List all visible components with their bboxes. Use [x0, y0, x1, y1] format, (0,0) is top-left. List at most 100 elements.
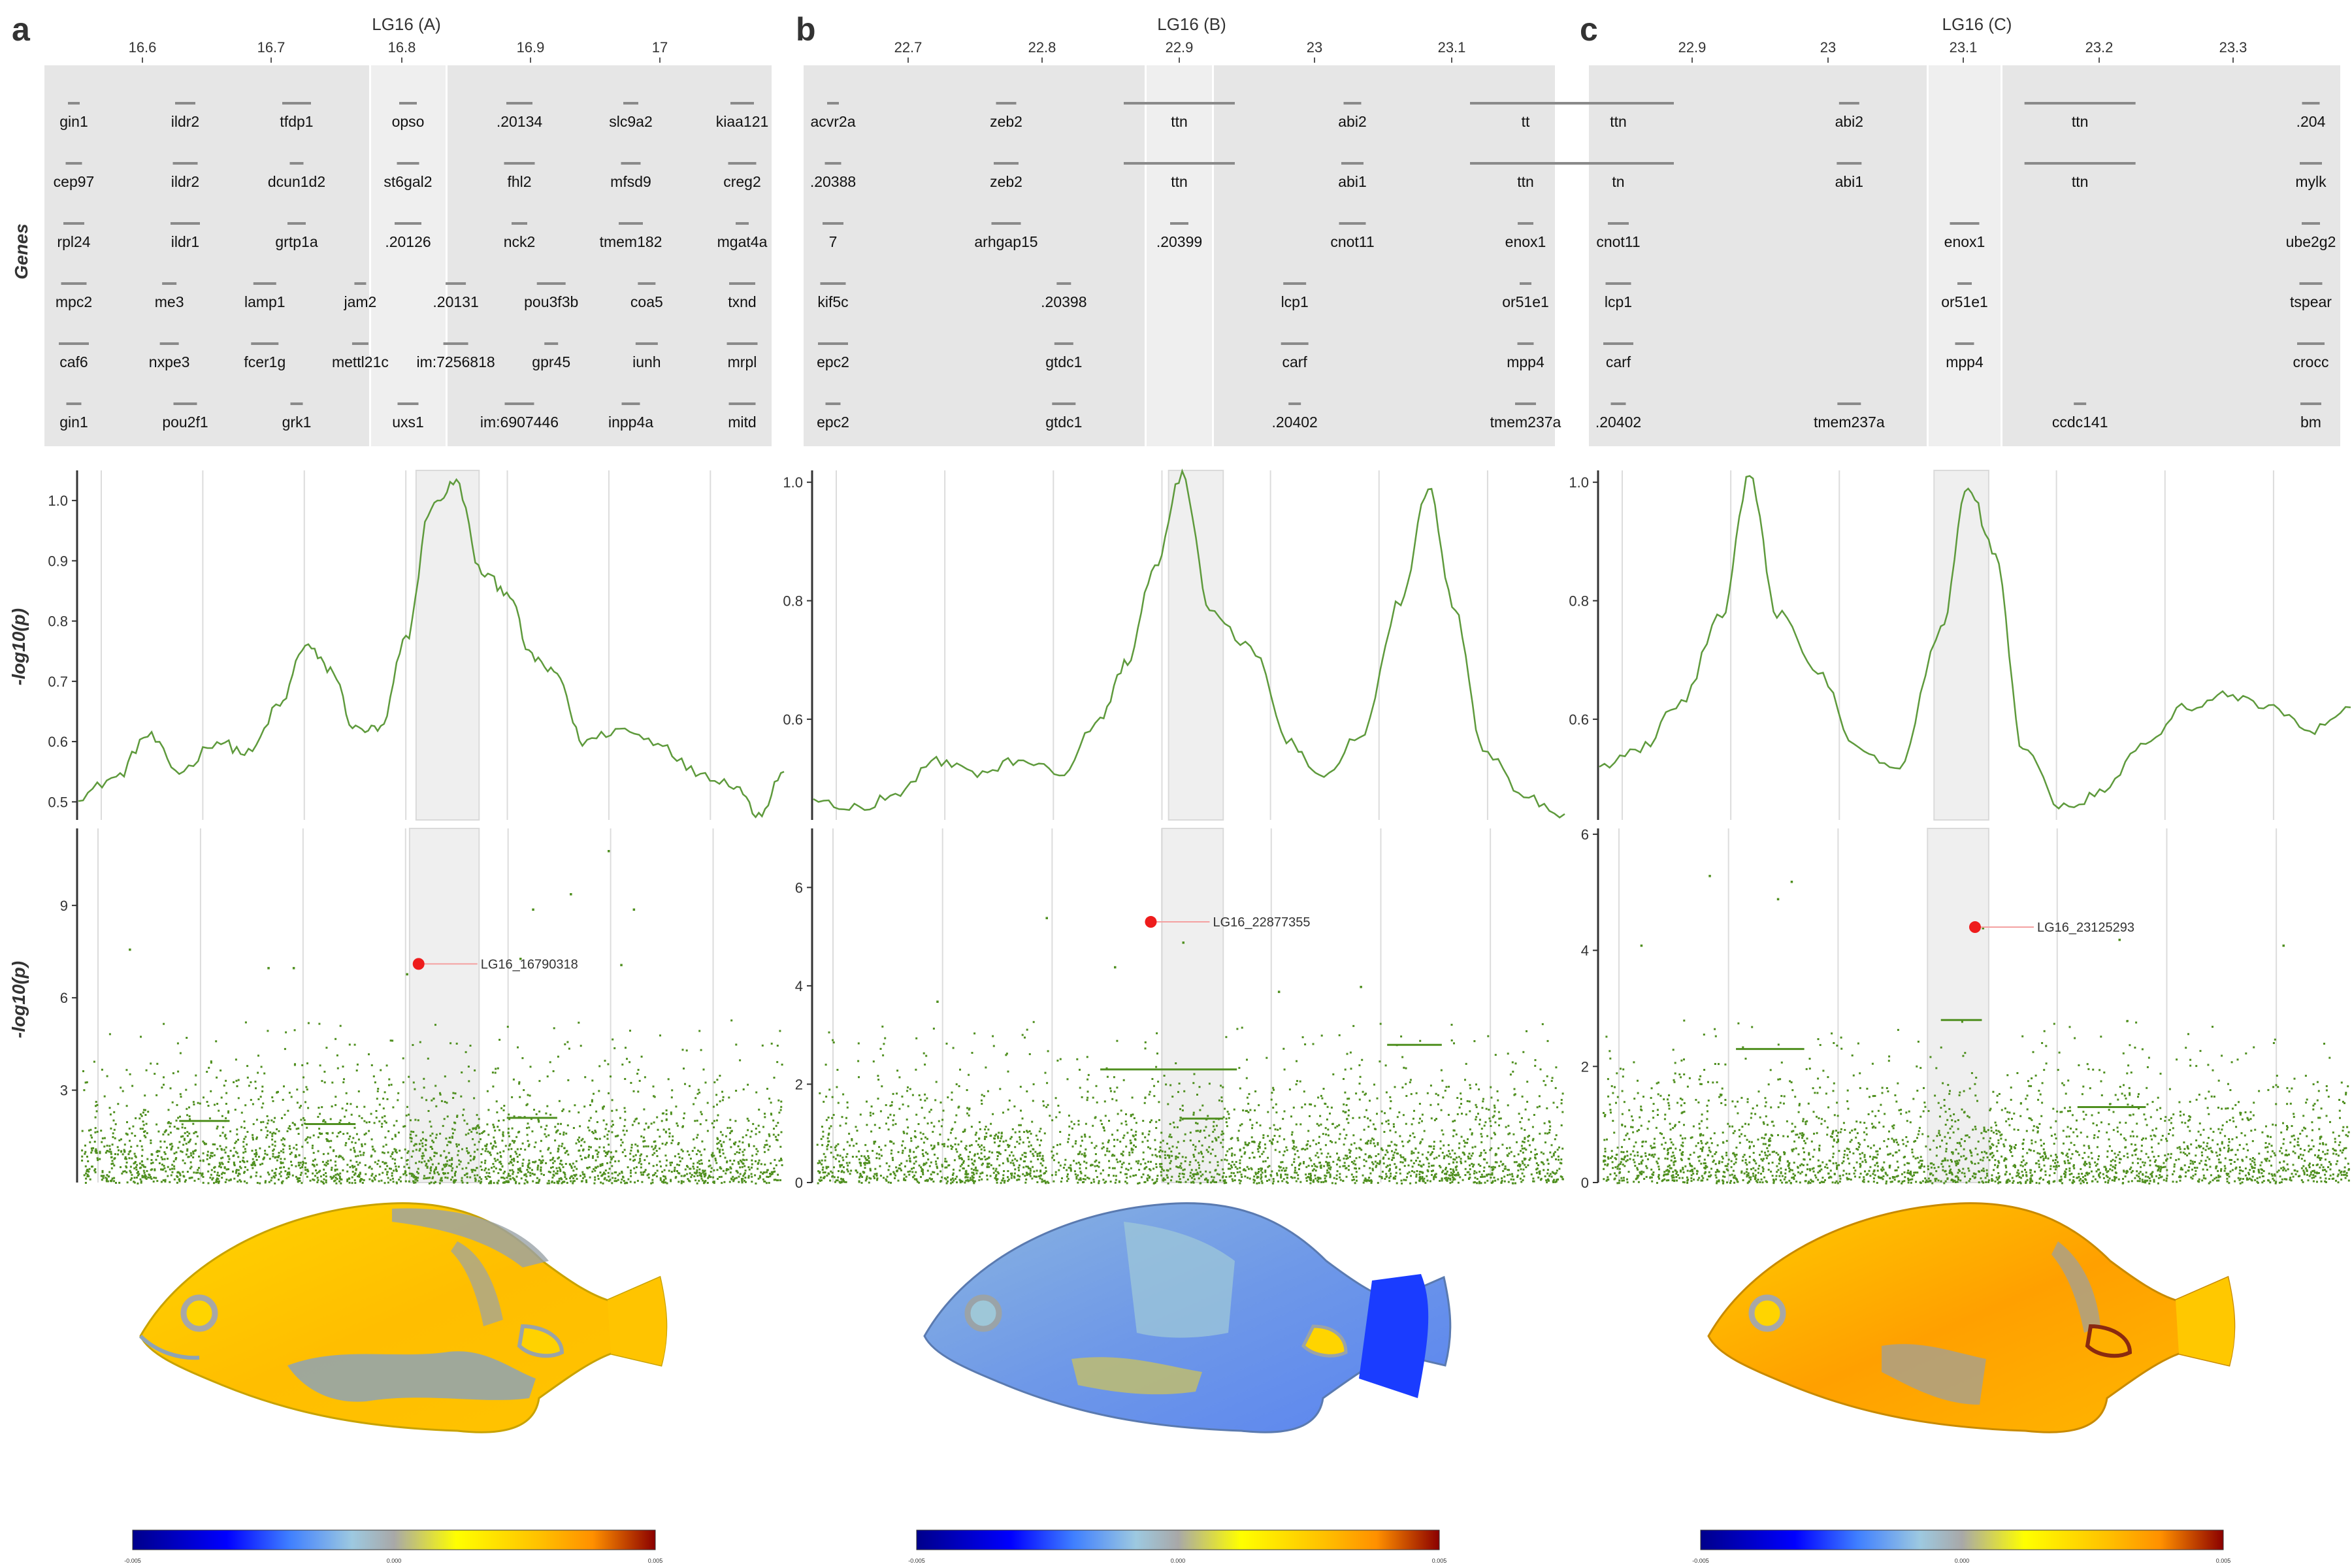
manhattan-point [827, 1117, 830, 1119]
manhattan-point [1222, 1168, 1224, 1171]
manhattan-point [1039, 1162, 1042, 1165]
manhattan-point [1482, 1169, 1485, 1172]
manhattan-point [1445, 1086, 1448, 1088]
manhattan-point [1304, 1043, 1307, 1045]
manhattan-point [1409, 1081, 1411, 1084]
manhattan-point [480, 1153, 483, 1155]
manhattan-point [430, 1181, 433, 1184]
manhattan-point [836, 1086, 838, 1088]
manhattan-point [907, 1154, 910, 1157]
manhattan-point [1219, 1179, 1222, 1182]
manhattan-point [766, 1169, 768, 1171]
manhattan-point [944, 1166, 947, 1169]
manhattan-point [1478, 1088, 1480, 1090]
manhattan-point [701, 1162, 703, 1165]
manhattan-point [269, 1158, 271, 1160]
manhattan-point [1019, 1175, 1021, 1178]
manhattan-point [269, 1131, 272, 1134]
manhattan-point [353, 1043, 356, 1046]
manhattan-point [1224, 1180, 1226, 1183]
manhattan-point [455, 1171, 457, 1173]
manhattan-point [716, 1169, 719, 1171]
manhattan-point [289, 1153, 291, 1155]
manhattan-point [1158, 1163, 1161, 1166]
manhattan-point [889, 1113, 892, 1116]
manhattan-point [1322, 1181, 1325, 1183]
manhattan-point [1354, 1167, 1356, 1169]
gene-label: ttn [2072, 113, 2089, 130]
manhattan-point [167, 1122, 170, 1124]
manhattan-point [1142, 1120, 1145, 1122]
manhattan-point [874, 1177, 875, 1179]
manhattan-point [1413, 1152, 1415, 1154]
manhattan-point [603, 1171, 605, 1174]
manhattan-point [218, 1175, 220, 1177]
manhattan-point [555, 1167, 558, 1169]
manhattan-point [776, 1139, 777, 1141]
manhattan-point [1421, 1120, 1423, 1122]
manhattan-point [152, 1181, 155, 1183]
manhattan-point [1009, 1154, 1011, 1157]
manhattan-point [611, 1099, 613, 1102]
manhattan-point [1088, 1177, 1090, 1180]
manhattan-point [1371, 1169, 1374, 1171]
manhattan-point [315, 1169, 317, 1171]
manhattan-point [602, 1119, 605, 1122]
manhattan-point [995, 1168, 998, 1170]
manhattan-point [578, 1111, 580, 1114]
manhattan-point [1320, 1094, 1322, 1097]
manhattan-point [1473, 1040, 1476, 1043]
manhattan-point [236, 1128, 238, 1131]
manhattan-point [414, 1176, 417, 1178]
manhattan-point [138, 1173, 140, 1175]
manhattan-point [1085, 1122, 1087, 1125]
manhattan-point [985, 1066, 987, 1069]
manhattan-point [287, 1127, 290, 1130]
manhattan-point [216, 1174, 219, 1177]
manhattan-point [1149, 1090, 1151, 1093]
manhattan-point [255, 1158, 258, 1161]
manhattan-point [1338, 1124, 1341, 1126]
manhattan-point [487, 1134, 490, 1136]
manhattan-point [1026, 1137, 1029, 1139]
manhattan-point [738, 1181, 740, 1183]
manhattan-point [1485, 1107, 1488, 1110]
manhattan-point [1441, 1177, 1443, 1180]
manhattan-point [323, 1119, 325, 1121]
manhattan-point [1418, 1173, 1421, 1175]
manhattan-point [713, 1126, 715, 1128]
manhattan-point [502, 1176, 504, 1179]
manhattan-point [558, 1166, 561, 1169]
manhattan-point [594, 1137, 596, 1139]
manhattan-point [293, 1064, 296, 1066]
manhattan-point [1002, 1111, 1004, 1114]
manhattan-point [208, 1156, 211, 1159]
manhattan-point [1330, 1106, 1333, 1109]
manhattan-point [731, 1163, 734, 1166]
manhattan-point [890, 1104, 893, 1107]
manhattan-point [1030, 1132, 1032, 1135]
manhattan-point [509, 1143, 512, 1145]
manhattan-point [558, 1177, 561, 1180]
manhattan-point [1429, 1103, 1432, 1106]
manhattan-point [278, 1179, 280, 1181]
manhattan-point [582, 1177, 585, 1179]
manhattan-point [419, 1139, 422, 1142]
manhattan-point [542, 1159, 544, 1162]
manhattan-point [154, 1073, 156, 1075]
manhattan-point [1066, 1180, 1068, 1183]
manhattan-point [440, 1179, 443, 1182]
manhattan-point [1167, 1169, 1169, 1171]
manhattan-point [540, 1160, 542, 1162]
manhattan-point [469, 1176, 472, 1179]
manhattan-point [847, 1164, 849, 1167]
manhattan-point [682, 1181, 685, 1183]
gene-label: carf [1606, 353, 1631, 370]
gene-axis-tick-label: 16.6 [129, 39, 157, 56]
manhattan-point [1329, 1156, 1331, 1158]
manhattan-point [1475, 1103, 1477, 1106]
manhattan-point [486, 1090, 489, 1092]
manhattan-point [495, 1100, 498, 1103]
manhattan-point [951, 1173, 954, 1176]
manhattan-point [1178, 1152, 1181, 1154]
